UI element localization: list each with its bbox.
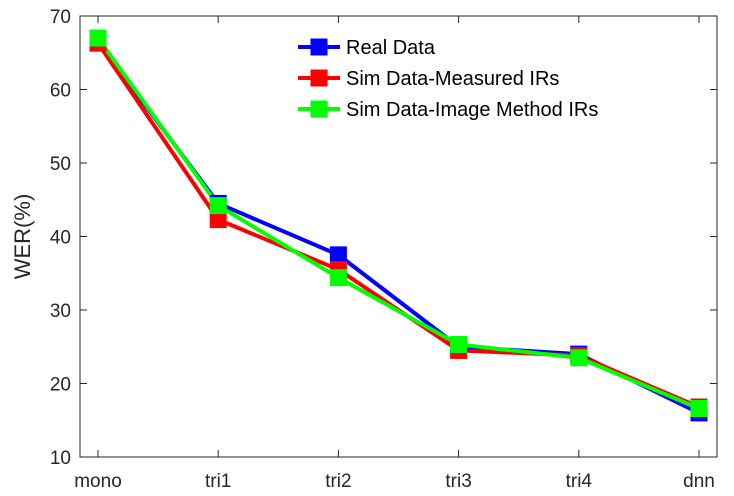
data-point-marker bbox=[690, 399, 708, 417]
y-tick-label: 70 bbox=[50, 7, 71, 28]
legend-marker bbox=[310, 38, 328, 56]
series-line bbox=[96, 36, 700, 411]
axis-ticks bbox=[80, 15, 717, 458]
legend-label: Real Data bbox=[346, 37, 436, 59]
x-tick-label: tri1 bbox=[205, 471, 231, 492]
x-tick-label: tri4 bbox=[566, 471, 593, 492]
x-tick-label: tri2 bbox=[325, 471, 351, 492]
plot-area-background bbox=[80, 16, 717, 457]
data-point-marker bbox=[570, 349, 588, 367]
legend-label: Sim Data-Measured IRs bbox=[346, 68, 559, 90]
data-point-marker bbox=[209, 211, 227, 229]
data-point-marker bbox=[209, 197, 227, 215]
data-point-marker bbox=[89, 29, 107, 47]
series-markers bbox=[89, 29, 708, 422]
y-tick-label: 60 bbox=[50, 81, 71, 102]
x-tick-label: tri3 bbox=[445, 471, 471, 492]
series-lines bbox=[96, 36, 700, 415]
y-tick-label: 20 bbox=[50, 375, 71, 396]
y-tick-label: 10 bbox=[50, 448, 71, 469]
tick-labels: 10 20 30 40 50 60 70 mono tri1 tri2 tri3 tri4 dnn bbox=[50, 7, 715, 492]
legend-marker bbox=[310, 69, 328, 87]
legend-label: Sim Data-Image Method IRs bbox=[346, 99, 598, 121]
y-axis-label: WER(%) bbox=[10, 194, 35, 280]
y-tick-label: 30 bbox=[50, 301, 71, 322]
data-point-marker bbox=[450, 336, 468, 354]
y-tick-label: 50 bbox=[50, 154, 71, 175]
data-point-marker bbox=[329, 269, 347, 287]
legend-marker bbox=[310, 100, 328, 118]
legend: Real Data Sim Data-Measured IRs Sim Data-I… bbox=[298, 37, 598, 121]
data-point-marker bbox=[329, 246, 347, 264]
plot-frame bbox=[79, 15, 718, 458]
x-tick-label: mono bbox=[74, 471, 122, 492]
x-tick-label: dnn bbox=[683, 471, 715, 492]
y-tick-label: 40 bbox=[50, 228, 71, 249]
